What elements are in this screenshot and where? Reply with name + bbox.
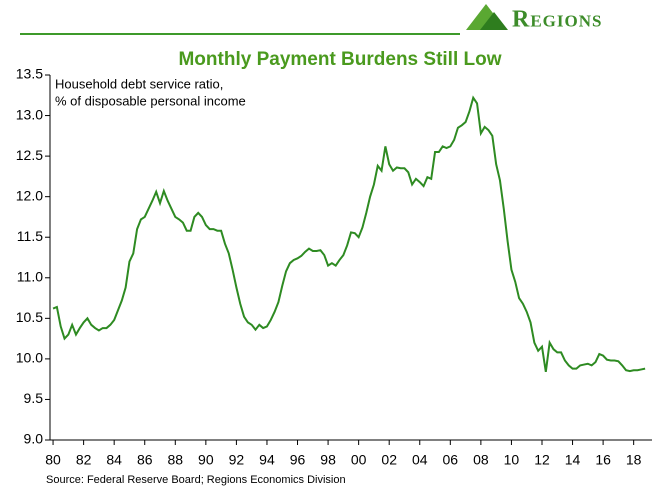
x-tick-label: 92 <box>229 452 245 468</box>
x-tick-label: 86 <box>137 452 153 468</box>
y-tick-label: 11.0 <box>17 268 43 284</box>
y-tick-label: 12.5 <box>16 147 43 163</box>
y-tick-label: 13.0 <box>16 106 43 122</box>
x-tick-label: 96 <box>290 452 306 468</box>
y-tick-label: 9.0 <box>24 431 44 447</box>
x-tick-label: 02 <box>381 452 397 468</box>
x-tick-label: 16 <box>595 452 611 468</box>
data-line <box>52 95 646 373</box>
x-tick-label: 08 <box>473 452 489 468</box>
annotation: % of disposable personal income <box>55 93 246 108</box>
x-tick-label: 18 <box>626 452 642 468</box>
x-tick-label: 12 <box>534 452 550 468</box>
source: Source: Federal Reserve Board; Regions E… <box>46 474 346 486</box>
logo-mark <box>480 12 508 30</box>
x-tick-label: 00 <box>351 452 367 468</box>
x-tick-label: 84 <box>106 452 122 468</box>
x-tick-label: 98 <box>320 452 336 468</box>
chart-title: Monthly Payment Burdens Still Low <box>178 49 501 70</box>
y-tick-label: 10.5 <box>16 309 43 325</box>
x-tick-label: 94 <box>259 452 275 468</box>
y-tick-label: 12.0 <box>16 187 43 203</box>
y-tick-label: 13.5 <box>16 66 43 82</box>
x-tick-label: 10 <box>504 452 520 468</box>
brand-name: Regions <box>512 7 602 33</box>
y-tick-label: 11.5 <box>17 228 43 244</box>
y-tick-label: 10.0 <box>16 350 43 366</box>
x-tick-label: 04 <box>412 452 428 468</box>
x-tick-label: 14 <box>565 452 581 468</box>
y-tick-label: 9.5 <box>24 390 44 406</box>
x-tick-label: 88 <box>168 452 184 468</box>
logo: Regions <box>466 4 602 33</box>
x-tick-label: 80 <box>45 452 61 468</box>
x-tick-label: 06 <box>443 452 459 468</box>
annotation: Household debt service ratio, <box>55 76 223 91</box>
x-tick-label: 82 <box>76 452 92 468</box>
x-tick-label: 90 <box>198 452 214 468</box>
